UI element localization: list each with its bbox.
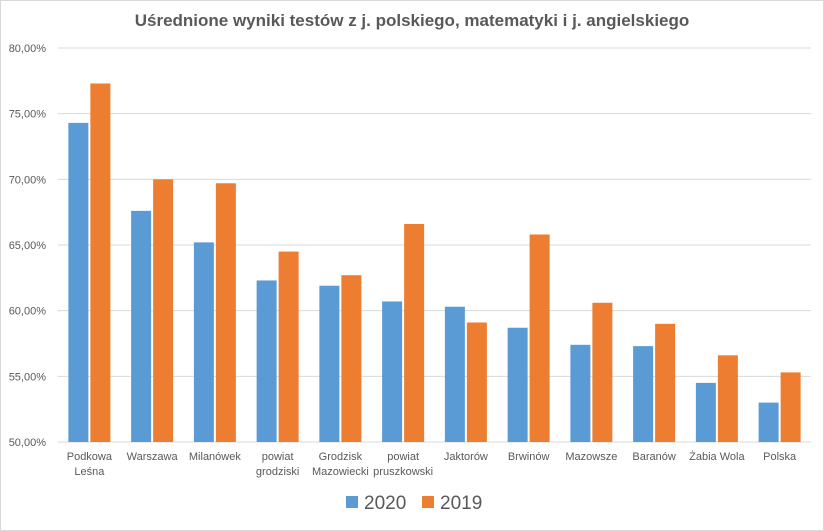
x-category-label: Baranów — [632, 451, 675, 463]
y-axis-ticks: 50,00% 55,00% 60,00% 65,00% 70,00% 75,00% 80,0… — [9, 43, 47, 449]
bar-2020 — [758, 402, 779, 442]
x-category-label: Milanówek — [189, 451, 241, 463]
bar-2019 — [153, 179, 174, 443]
bar-2020 — [695, 382, 716, 442]
bar-2019 — [780, 372, 801, 442]
legend-label-2019: 2019 — [440, 493, 482, 514]
bar-2020 — [382, 301, 403, 442]
bar-2019 — [341, 275, 362, 442]
bar-2019 — [215, 183, 236, 443]
x-category-label: Podkowa Leśna — [67, 451, 113, 478]
bar-2019 — [717, 355, 738, 442]
bar-2019 — [278, 251, 299, 442]
bar-2019 — [655, 323, 676, 442]
y-tick-label: 60,00% — [9, 306, 47, 318]
x-category-label: Polska — [763, 451, 797, 463]
x-category-label: Brwinów — [508, 451, 550, 463]
bar-2020 — [193, 242, 214, 442]
y-tick-label: 80,00% — [9, 43, 47, 55]
bar-2019 — [529, 234, 550, 442]
x-category-label: powiat grodziski — [256, 451, 299, 478]
legend-swatch-2019 — [422, 496, 434, 508]
x-category-label: Żabia Wola — [689, 450, 745, 463]
bar-2020 — [507, 327, 528, 442]
x-axis-categories: Podkowa Leśna Warszawa Milanówek powiat grodz… — [67, 450, 797, 478]
bar-2020 — [570, 344, 591, 442]
legend: 2020 2019 — [346, 493, 482, 514]
legend-label-2020: 2020 — [364, 493, 406, 514]
bars — [68, 83, 801, 443]
bar-2020 — [256, 280, 277, 442]
bar-2020 — [131, 210, 152, 442]
bar-2019 — [404, 223, 425, 442]
y-tick-label: 55,00% — [9, 371, 47, 383]
y-tick-label: 65,00% — [9, 240, 47, 252]
y-tick-label: 50,00% — [9, 437, 47, 449]
bar-2020 — [68, 122, 89, 443]
x-category-label: Warszawa — [127, 451, 179, 463]
bar-2020 — [444, 306, 465, 442]
gridlines — [58, 47, 811, 443]
chart-title: Uśrednione wyniki testów z j. polskiego,… — [135, 11, 690, 30]
x-category-label: powiat pruszkowski — [373, 451, 433, 478]
x-category-label: Mazowsze — [565, 451, 617, 463]
x-category-label: Jaktorów — [444, 451, 488, 463]
bar-2020 — [319, 285, 340, 442]
bar-2019 — [466, 322, 487, 442]
bar-2019 — [90, 83, 111, 443]
bar-2019 — [592, 302, 613, 442]
legend-swatch-2020 — [346, 496, 358, 508]
y-tick-label: 70,00% — [9, 174, 47, 186]
bar-2020 — [633, 346, 654, 442]
y-tick-label: 75,00% — [9, 109, 47, 121]
x-category-label: Grodzisk Mazowiecki — [312, 451, 369, 478]
